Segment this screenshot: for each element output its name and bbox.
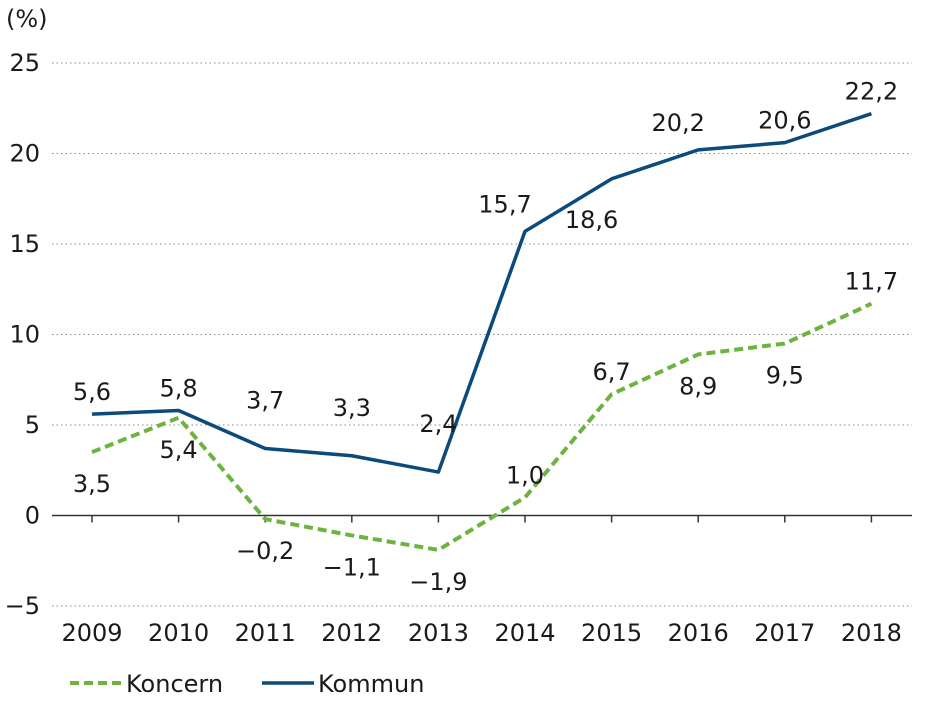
data-label-koncern: 3,5: [73, 470, 111, 498]
series-lines: [91, 112, 873, 552]
data-label-koncern: 11,7: [845, 268, 898, 296]
data-label-koncern: −1,9: [409, 568, 467, 596]
x-tick-label: 2014: [494, 619, 555, 647]
data-label-kommun: 18,6: [565, 206, 618, 234]
data-label-koncern: −1,1: [323, 553, 381, 581]
data-labels: 3,5 5,4 −0,2 −1,1 −1,9 1,0 6,7 8,9 9,5 11,7 5,6 5,8…: [73, 78, 898, 596]
data-label-kommun: 20,6: [758, 107, 811, 135]
y-tick-label: 20: [9, 140, 40, 168]
x-tick-label: 2015: [581, 619, 642, 647]
gridlines: [52, 62, 912, 607]
data-label-koncern: 1,0: [506, 461, 544, 489]
data-label-kommun: 5,8: [160, 375, 198, 403]
data-label-kommun: 3,3: [333, 394, 371, 422]
legend-label-koncern: Koncern: [126, 670, 223, 698]
y-axis-ticks: −5 0 5 10 15 20 25: [5, 49, 40, 620]
data-label-koncern: 5,4: [160, 436, 198, 464]
x-tick-label: 2018: [841, 619, 902, 647]
x-tick-label: 2017: [754, 619, 815, 647]
data-label-kommun: 2,4: [419, 410, 457, 438]
legend-label-kommun: Kommun: [318, 670, 424, 698]
x-tick-label: 2013: [408, 619, 469, 647]
y-tick-label: 0: [25, 502, 40, 530]
x-tick-label: 2009: [61, 619, 122, 647]
data-label-koncern: 8,9: [679, 372, 717, 400]
x-tick-label: 2016: [668, 619, 729, 647]
series-line-kommun: [91, 112, 872, 474]
x-axis: 2009 2010 2011 2012 2013 2014 2015 2016 2017 2018: [52, 514, 912, 647]
y-tick-label: 10: [9, 321, 40, 349]
data-label-koncern: 9,5: [766, 362, 804, 390]
series-line-koncern: [91, 301, 873, 552]
data-label-kommun: 15,7: [478, 190, 531, 218]
data-label-koncern: −0,2: [236, 537, 294, 565]
legend: Koncern Kommun: [70, 670, 424, 698]
y-tick-label: 25: [9, 49, 40, 77]
x-tick-label: 2010: [148, 619, 209, 647]
y-axis-unit-label: (%): [6, 5, 48, 33]
y-tick-label: 5: [25, 411, 40, 439]
x-tick-label: 2011: [235, 619, 296, 647]
data-label-kommun: 3,7: [246, 387, 284, 415]
data-label-kommun: 22,2: [845, 78, 898, 106]
x-tick-label: 2012: [321, 619, 382, 647]
data-label-koncern: 6,7: [593, 358, 631, 386]
y-tick-label: 15: [9, 230, 40, 258]
data-label-kommun: 20,2: [651, 109, 704, 137]
y-tick-label: −5: [5, 592, 40, 620]
data-label-kommun: 5,6: [73, 378, 111, 406]
